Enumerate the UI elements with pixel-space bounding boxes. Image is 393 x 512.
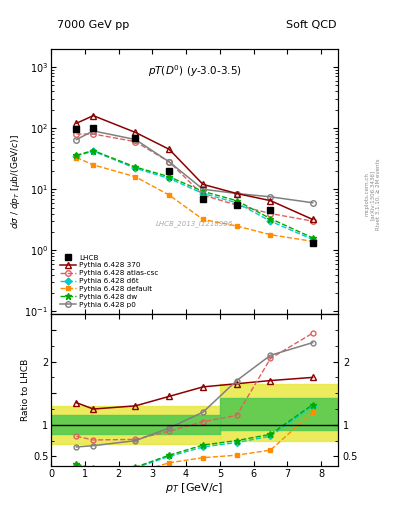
Y-axis label: $d\sigma$ / $dp_T$ [$\mu$b/(GeV/$c$)]: $d\sigma$ / $dp_T$ [$\mu$b/(GeV/$c$)] [9, 134, 22, 229]
Y-axis label: Ratio to LHCB: Ratio to LHCB [21, 359, 30, 421]
Text: [arXiv:1306.3436]: [arXiv:1306.3436] [370, 169, 375, 220]
Legend: LHCB, Pythia 6.428 370, Pythia 6.428 atlas-csc, Pythia 6.428 d6t, Pythia 6.428 d: LHCB, Pythia 6.428 370, Pythia 6.428 atl… [57, 251, 162, 311]
Text: Rivet 3.1.10, ≥ 2M events: Rivet 3.1.10, ≥ 2M events [376, 159, 380, 230]
Text: $pT(D^0)$ $(y$-$3.0$-$3.5)$: $pT(D^0)$ $(y$-$3.0$-$3.5)$ [148, 63, 241, 79]
Text: mcplots.cern.ch: mcplots.cern.ch [365, 173, 369, 217]
Text: LHCB_2013_I1218996: LHCB_2013_I1218996 [156, 221, 233, 227]
X-axis label: $p_T$ [GeV/$c$]: $p_T$ [GeV/$c$] [165, 481, 224, 496]
Text: Soft QCD: Soft QCD [286, 19, 336, 30]
Text: 7000 GeV pp: 7000 GeV pp [57, 19, 129, 30]
